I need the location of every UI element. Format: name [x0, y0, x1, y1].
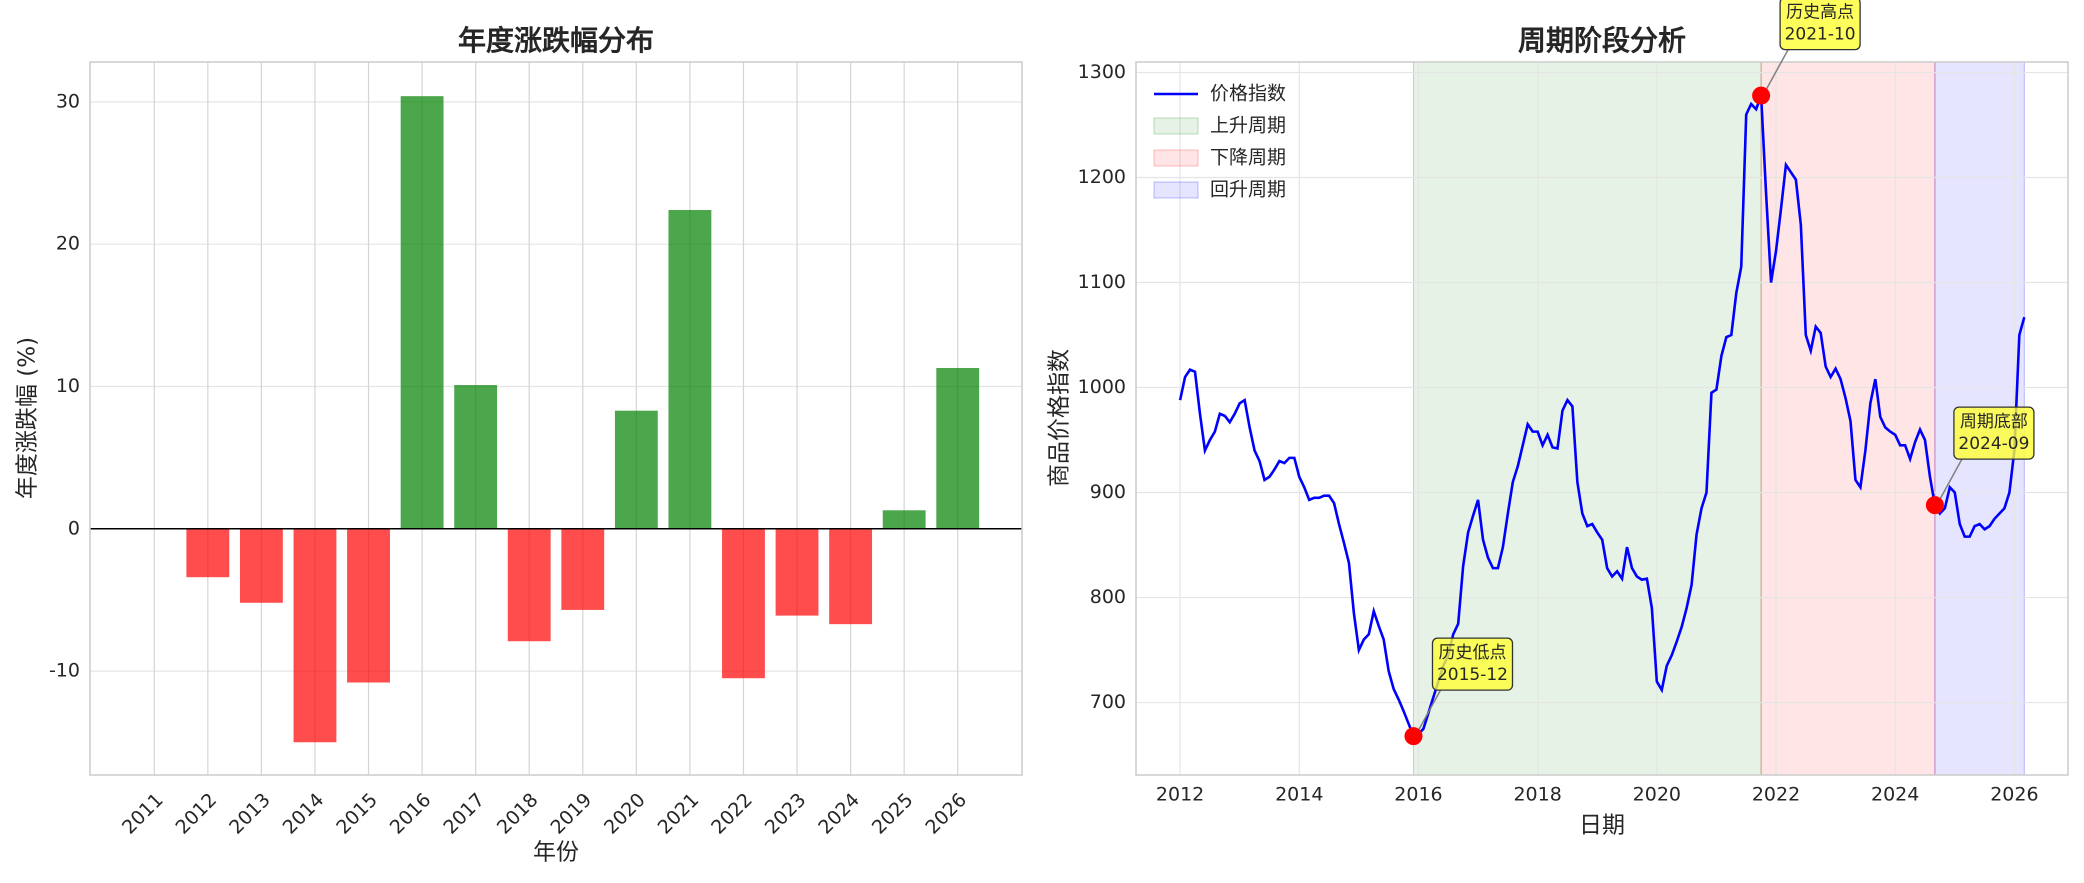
legend-swatch: [1153, 149, 1199, 167]
x-tick-label: 2017: [439, 789, 489, 839]
x-tick-label: 2024: [1871, 784, 1919, 806]
y-tick-label: -10: [49, 660, 80, 682]
x-axis-label: 年份: [533, 840, 579, 866]
x-tick-label: 2026: [921, 789, 971, 839]
chart-title: 周期阶段分析: [1518, 24, 1686, 57]
bar: [186, 528, 230, 578]
annotation-arrow: [1764, 49, 1789, 92]
annotation-arrow: [1416, 689, 1442, 733]
annotation-box: [1779, 0, 1861, 51]
bar: [561, 528, 605, 610]
x-tick-label: 2018: [493, 789, 543, 839]
x-tick-label: 2014: [279, 789, 329, 839]
x-axis-label: 日期: [1579, 813, 1625, 839]
legend-swatch: [1153, 181, 1199, 199]
y-tick-label: 1000: [1078, 376, 1126, 398]
y-tick-label: 20: [56, 233, 80, 255]
x-tick-label: 2025: [868, 789, 918, 839]
y-tick-label: 800: [1090, 586, 1126, 608]
y-tick-label: 1300: [1078, 61, 1126, 83]
x-tick-label: 2012: [172, 789, 222, 839]
x-tick-label: 2024: [814, 789, 864, 839]
x-tick-label: 2023: [761, 789, 811, 839]
x-tick-label: 2022: [707, 789, 757, 839]
x-tick-label: 2022: [1752, 784, 1800, 806]
annotation-date: 2015-12: [1437, 665, 1508, 685]
annotation-date: 2021-10: [1785, 25, 1856, 45]
annotation-date: 2024-09: [1958, 434, 2029, 454]
extreme-point: [1752, 86, 1771, 105]
bar: [936, 367, 980, 529]
extreme-point: [1404, 727, 1423, 746]
bar: [722, 528, 765, 679]
y-axis-label: 年度涨跌幅 (%): [15, 337, 41, 499]
annotation-box: [1953, 406, 2035, 460]
bar: [293, 528, 337, 743]
bar: [614, 410, 658, 529]
annotation-arrow: [1938, 458, 1963, 502]
y-tick-label: 0: [68, 517, 80, 539]
x-tick-label: 2026: [1990, 784, 2038, 806]
x-tick-label: 2021: [654, 789, 704, 839]
x-tick-label: 2019: [546, 789, 596, 839]
x-tick-label: 2012: [1156, 784, 1204, 806]
x-tick-label: 2016: [386, 789, 436, 839]
bar: [239, 528, 283, 603]
y-tick-label: 30: [56, 90, 80, 112]
bar: [347, 528, 390, 683]
x-tick-label: 2018: [1513, 784, 1561, 806]
bar: [400, 96, 444, 529]
y-axis-label: 商品价格指数: [1047, 349, 1073, 487]
chart-title: 年度涨跌幅分布: [458, 24, 654, 57]
bar: [882, 510, 926, 529]
phase-span: [1761, 62, 1935, 775]
y-tick-label: 1200: [1078, 166, 1126, 188]
y-tick-label: 700: [1090, 691, 1126, 713]
bar: [454, 385, 498, 529]
legend-label: 下降周期: [1210, 147, 1286, 169]
bar: [668, 210, 712, 529]
x-tick-label: 2020: [600, 789, 650, 839]
extreme-point: [1925, 496, 1944, 515]
x-tick-label: 2016: [1394, 784, 1442, 806]
y-tick-label: 900: [1090, 481, 1126, 503]
price-line: [1178, 95, 2026, 738]
legend-label: 价格指数: [1210, 83, 1286, 105]
legend-swatch: [1153, 117, 1199, 135]
x-tick-label: 2014: [1275, 784, 1323, 806]
bar: [507, 528, 551, 642]
legend-label: 回升周期: [1210, 179, 1286, 201]
bar: [829, 528, 873, 625]
annotation-text: 历史高点: [1786, 3, 1854, 23]
x-tick-label: 2013: [225, 789, 275, 839]
axes-frame: [1135, 61, 2069, 776]
annotation-text: 历史低点: [1438, 643, 1506, 663]
annotation-box: [1431, 637, 1514, 691]
y-tick-label: 1100: [1078, 271, 1126, 293]
legend-label: 上升周期: [1210, 115, 1286, 137]
y-tick-label: 10: [56, 375, 80, 397]
bar: [775, 528, 819, 616]
annotation-text: 周期底部: [1960, 412, 2028, 432]
x-tick-label: 2020: [1633, 784, 1681, 806]
x-tick-label: 2011: [118, 789, 168, 839]
axes-frame: [89, 61, 1023, 776]
x-tick-label: 2015: [332, 789, 382, 839]
